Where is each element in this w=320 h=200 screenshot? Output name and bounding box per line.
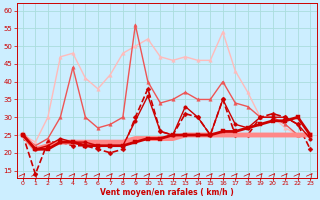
X-axis label: Vent moyen/en rafales ( km/h ): Vent moyen/en rafales ( km/h ) (100, 188, 234, 197)
